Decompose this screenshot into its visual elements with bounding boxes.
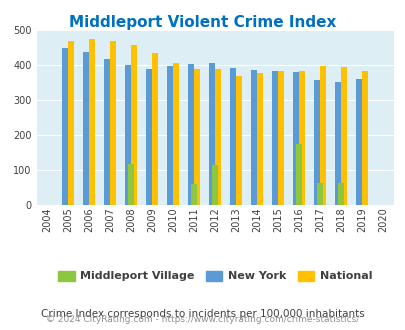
Bar <box>191 184 196 205</box>
Text: Crime Index corresponds to incidents per 100,000 inhabitants: Crime Index corresponds to incidents per… <box>41 309 364 318</box>
Bar <box>125 65 131 205</box>
Bar <box>62 48 68 205</box>
Bar <box>230 68 236 205</box>
Bar <box>251 70 257 205</box>
Bar <box>89 39 95 205</box>
Bar <box>361 71 367 205</box>
Legend: Middleport Village, New York, National: Middleport Village, New York, National <box>53 266 376 286</box>
Bar <box>209 63 215 205</box>
Bar <box>257 73 262 205</box>
Bar <box>293 72 298 205</box>
Bar <box>296 145 301 205</box>
Bar <box>128 164 134 205</box>
Bar <box>356 80 361 205</box>
Bar <box>277 71 284 205</box>
Bar <box>335 82 341 205</box>
Bar <box>337 183 343 205</box>
Text: © 2024 CityRating.com - https://www.cityrating.com/crime-statistics/: © 2024 CityRating.com - https://www.city… <box>46 315 359 324</box>
Bar <box>317 183 322 205</box>
Bar <box>313 80 320 205</box>
Bar <box>236 76 241 205</box>
Bar <box>173 63 179 205</box>
Text: Middleport Violent Crime Index: Middleport Violent Crime Index <box>69 15 336 30</box>
Bar <box>83 52 89 205</box>
Bar <box>68 41 74 205</box>
Bar <box>167 66 173 205</box>
Bar <box>320 66 325 205</box>
Bar <box>272 71 277 205</box>
Bar <box>298 71 305 205</box>
Bar <box>152 53 158 205</box>
Bar <box>146 69 152 205</box>
Bar <box>110 41 116 205</box>
Bar <box>194 69 200 205</box>
Bar <box>212 165 217 205</box>
Bar <box>131 46 136 205</box>
Bar <box>215 69 220 205</box>
Bar <box>188 64 194 205</box>
Bar <box>104 59 110 205</box>
Bar <box>341 67 346 205</box>
